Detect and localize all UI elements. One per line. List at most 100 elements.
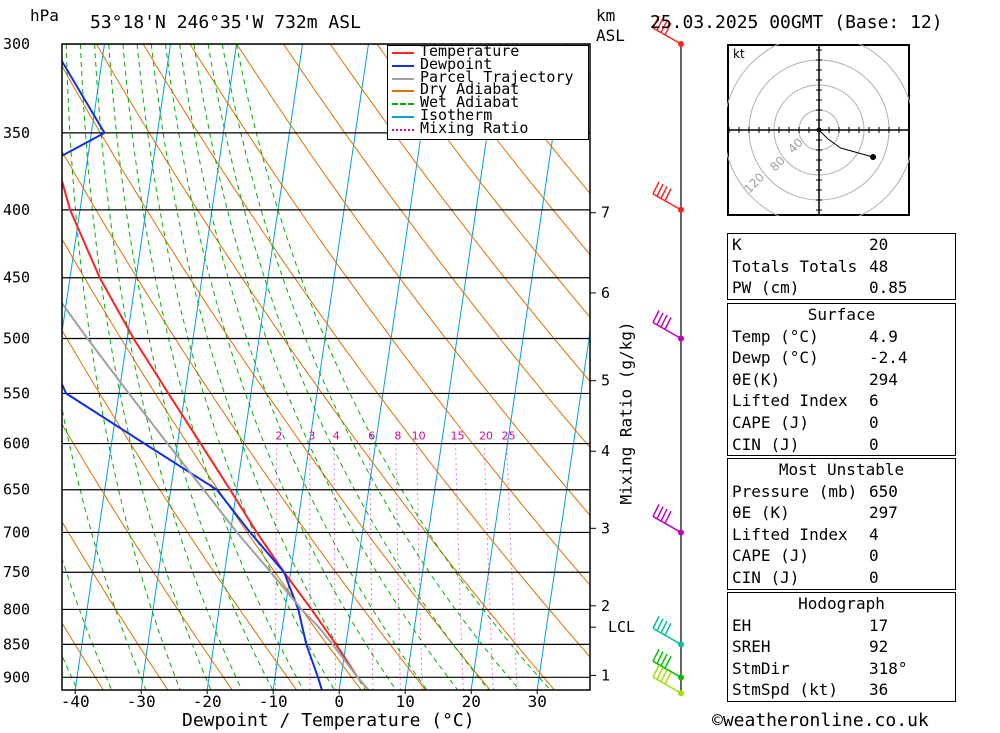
legend-swatch xyxy=(392,52,414,54)
legend-swatch xyxy=(392,116,414,118)
table-row: SREH 92 xyxy=(728,636,955,658)
lcl-label: LCL xyxy=(608,618,635,636)
wet-adiabat-line xyxy=(65,44,181,690)
mixing-ratio-label: 15 xyxy=(451,430,465,443)
row-value: 297 xyxy=(869,503,898,523)
row-value: 294 xyxy=(869,369,898,389)
x-tick-label: -30 xyxy=(127,692,156,711)
dry-adiabat-line xyxy=(62,329,298,690)
pressure-tick-label: 900 xyxy=(3,668,30,686)
x-tick-label: -20 xyxy=(193,692,222,711)
isotherm-line xyxy=(536,328,590,690)
mixing-ratio-line xyxy=(275,443,278,690)
datetime-title: 25.03.2025 00GMT (Base: 12) xyxy=(650,12,943,33)
table-row: StmSpd (kt) 36 xyxy=(728,679,955,701)
copyright-link[interactable]: ©weatheronline.co.uk xyxy=(712,710,929,731)
legend-item: Mixing Ratio xyxy=(388,118,586,137)
mixing-ratio-line xyxy=(506,443,518,690)
table-row: CIN (J) 0 xyxy=(728,567,955,589)
wind-profile xyxy=(652,15,684,697)
legend: Temperature Dewpoint Parcel Trajectory Dry … xyxy=(387,43,589,140)
pressure-tick-label: 850 xyxy=(3,635,30,653)
row-label: Totals Totals xyxy=(732,256,858,276)
pressure-tick-label: 700 xyxy=(3,523,30,541)
parcel-trajectory-line xyxy=(62,301,370,690)
pressure-tick-label: 450 xyxy=(3,269,30,287)
location-title: 53°18'N 246°35'W 732m ASL xyxy=(90,12,361,33)
pressure-tick-label: 350 xyxy=(3,124,30,142)
row-value: 6 xyxy=(869,391,879,411)
table-row: Totals Totals 48 xyxy=(728,256,955,278)
table-row: Lifted Index 6 xyxy=(728,390,955,412)
pressure-tick-label: 600 xyxy=(3,435,30,453)
hodograph-startpoint xyxy=(816,127,822,133)
isotherm-line xyxy=(404,44,501,690)
wet-adiabat-line xyxy=(165,44,397,690)
mixing-ratio-label: 8 xyxy=(394,430,401,443)
row-label: PW (cm) xyxy=(732,278,800,298)
table-row: θE (K) 297 xyxy=(728,502,955,524)
height-tick-label: 2 xyxy=(601,597,610,615)
most-unstable-panel: Most Unstable Pressure (mb) 650 θE (K) 297 L… xyxy=(727,458,956,590)
wind-barb xyxy=(652,664,684,697)
row-label: θE(K) xyxy=(732,369,781,389)
hodograph-table-title: Hodograph xyxy=(798,594,885,613)
x-tick-label: -10 xyxy=(259,692,288,711)
table-row: Dewp (°C) -2.4 xyxy=(728,347,955,369)
row-label: CIN (J) xyxy=(732,567,800,587)
hodograph-unit: kt xyxy=(733,47,745,61)
legend-swatch xyxy=(392,128,414,131)
wind-barb xyxy=(652,181,684,213)
wet-adiabat-line xyxy=(193,44,459,690)
height-tick-label: 6 xyxy=(601,284,610,302)
dry-adiabat-line xyxy=(95,44,556,690)
wind-barb xyxy=(652,15,684,47)
wet-adiabat-line xyxy=(179,44,428,690)
table-row: K 20 xyxy=(728,234,955,256)
legend-label: Mixing Ratio xyxy=(420,118,529,137)
row-value: 0 xyxy=(869,434,879,454)
grid-layer xyxy=(62,44,590,690)
row-value: 48 xyxy=(869,256,889,276)
height-tick-label: 1 xyxy=(601,666,610,684)
mixing-ratio-label: 6 xyxy=(368,430,375,443)
isotherm-line xyxy=(470,44,567,690)
row-value: 92 xyxy=(869,637,889,657)
table-row: PW (cm) 0.85 xyxy=(728,277,955,299)
dry-adiabat-line xyxy=(62,65,491,690)
dry-adiabat-line xyxy=(329,44,590,383)
row-label: Lifted Index xyxy=(732,524,848,544)
wind-barb xyxy=(652,648,684,681)
asl-label: ASL xyxy=(596,26,625,45)
row-value: 17 xyxy=(869,615,889,635)
indices-panel: K 20 Totals Totals 48 PW (cm) 0.85 xyxy=(727,233,956,300)
row-value: 20 xyxy=(869,235,889,254)
legend-item: Isotherm xyxy=(388,107,586,123)
x-tick-label: 30 xyxy=(528,692,547,711)
row-value: 650 xyxy=(869,481,898,501)
table-row: CIN (J) 0 xyxy=(728,434,955,456)
hodograph-trace xyxy=(818,129,874,158)
isotherm-line xyxy=(62,44,105,336)
isotherm-line xyxy=(206,44,303,690)
isotherm-line xyxy=(74,44,171,690)
mixing-ratio-label: 10 xyxy=(412,430,426,443)
legend-swatch xyxy=(392,77,414,80)
pressure-tick-label: 300 xyxy=(3,35,30,53)
legend-item: Wet Adiabat xyxy=(388,94,586,110)
surface-title: Surface xyxy=(807,305,876,324)
pressure-tick-label: 400 xyxy=(3,201,30,219)
pressure-tick-label: 550 xyxy=(3,384,30,402)
mixing-ratio-label: 2 xyxy=(275,430,282,443)
mixing-ratio-line xyxy=(455,443,464,690)
wet-adiabat-line xyxy=(236,44,552,690)
legend-label: Dewpoint xyxy=(420,54,493,73)
row-label: K xyxy=(732,235,742,254)
row-label: StmSpd (kt) xyxy=(732,680,838,700)
dry-adiabat-line xyxy=(62,520,169,690)
axis-layer: 2 3 4 6 8 10 15 20 25300350400450500550600650700… xyxy=(3,35,635,711)
isotherm-line xyxy=(140,44,237,690)
mixing-ratio-line xyxy=(416,443,423,690)
hodograph-endpoint xyxy=(870,154,876,160)
